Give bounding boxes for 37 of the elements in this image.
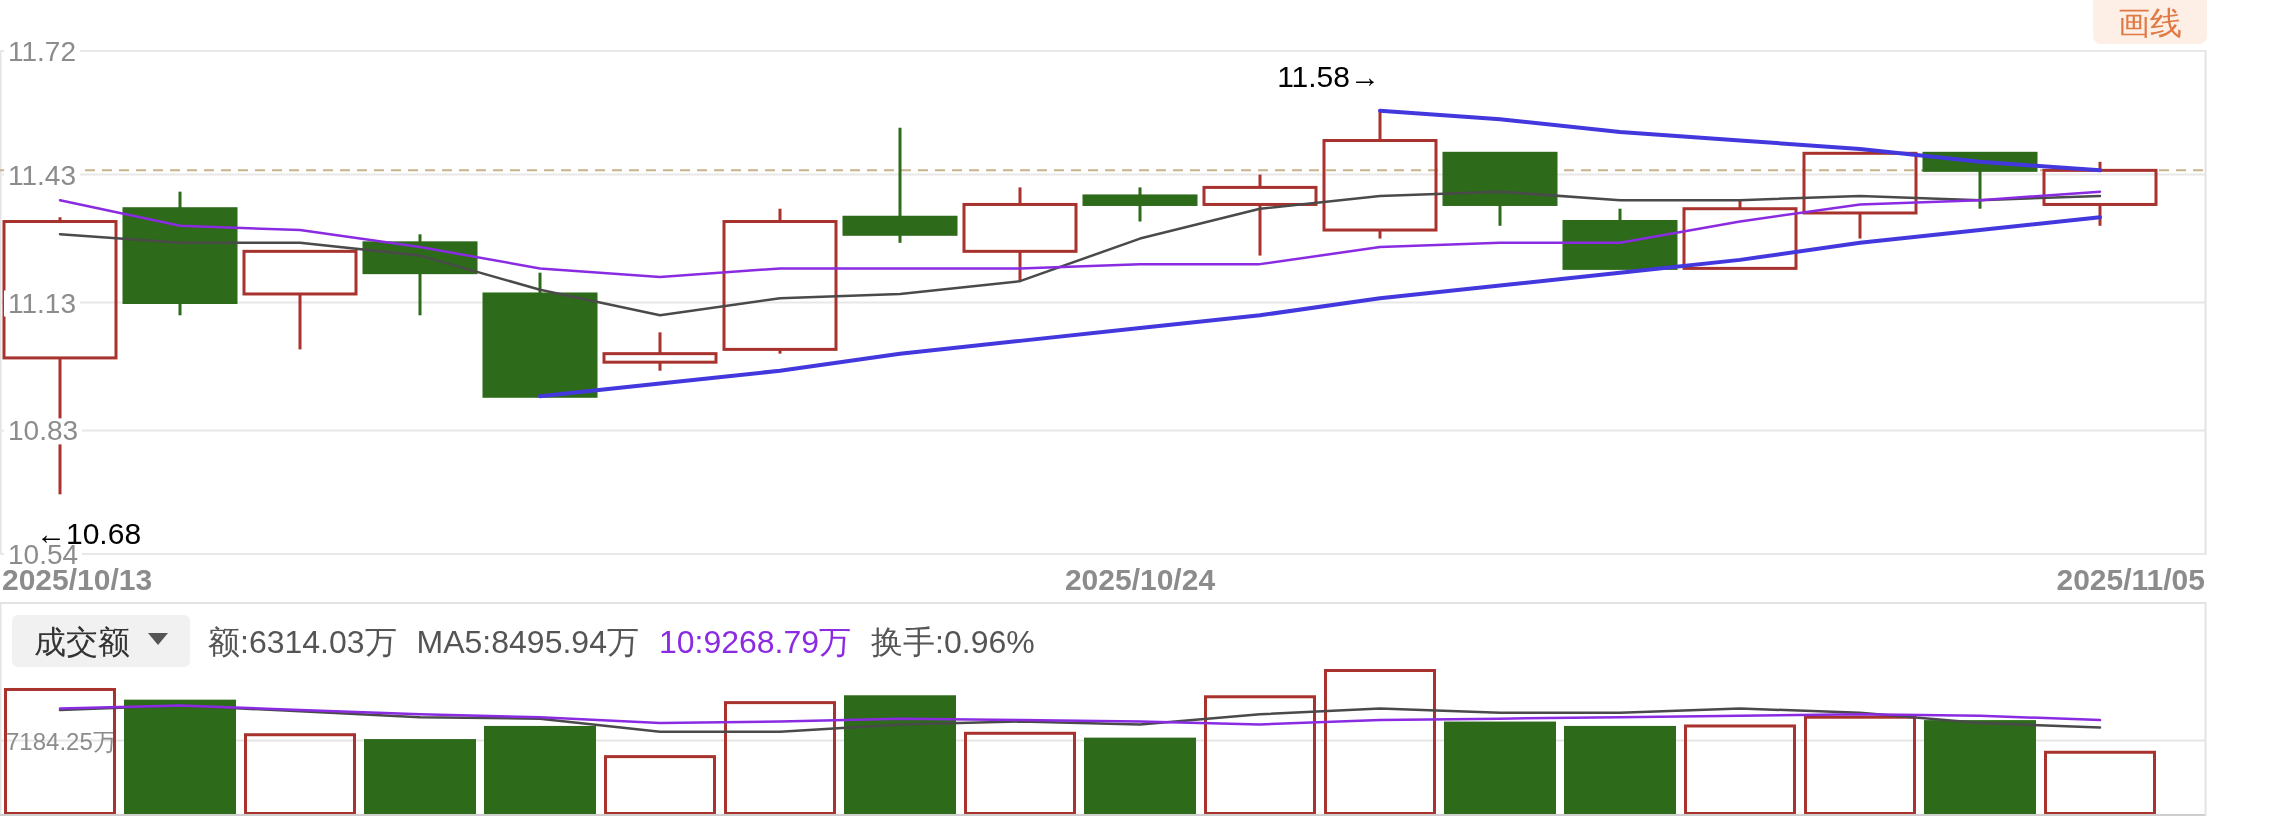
bar: [1804, 715, 1916, 815]
bar: [964, 731, 1076, 815]
bar: [364, 739, 476, 815]
bar: [124, 699, 236, 815]
text: 额:6314.03万: [208, 624, 397, 660]
chart-title: 成交额: [34, 624, 130, 660]
line-series: [58, 190, 2102, 279]
button: 画线: [2093, 0, 2207, 44]
annotation: 11.58→: [1277, 59, 1380, 93]
bar: [844, 695, 956, 815]
bar: [2044, 750, 2156, 815]
bar: [604, 755, 716, 815]
y-tick-label: 11.43: [8, 159, 76, 191]
bar: [244, 733, 356, 815]
bar: [1084, 737, 1196, 815]
y-tick-label: 11.13: [8, 287, 76, 319]
line-series: [1378, 108, 2102, 173]
bar: [1564, 725, 1676, 815]
ref-line-label: 7184.25万: [6, 727, 117, 755]
x-tick-label: 2025/11/05: [2056, 563, 2205, 596]
bar: [1324, 669, 1436, 815]
series-label: 10:9268.79万: [658, 624, 852, 660]
series-label: MA5:8495.94万: [416, 624, 639, 660]
bar: [1204, 695, 1316, 815]
bar: [1924, 720, 2036, 815]
x-tick-label: 2025/10/24: [1064, 563, 1216, 596]
dropdown: 成交额: [12, 615, 190, 667]
bar: [484, 725, 596, 815]
y-tick-label: 10.83: [8, 415, 79, 447]
y-tick-label: 11.72: [8, 36, 76, 67]
text: 换手:0.96%: [871, 624, 1035, 660]
bar: [1444, 721, 1556, 815]
bar: [1684, 724, 1796, 815]
bar: [4, 687, 116, 815]
line-series: [538, 215, 2102, 399]
x-tick-label: 2025/10/13: [2, 563, 153, 596]
bar: [724, 701, 836, 815]
